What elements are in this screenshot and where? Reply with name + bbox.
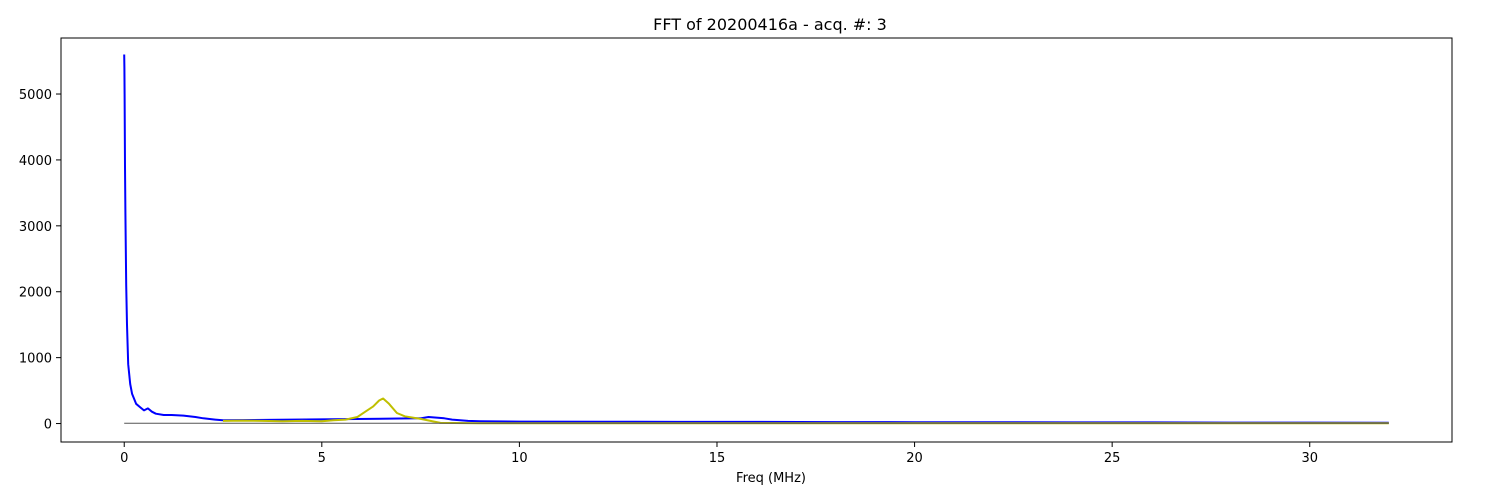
y-tick-label: 0 <box>44 418 52 433</box>
y-tick-label: 1000 <box>19 352 52 367</box>
x-tick-label: 5 <box>318 451 326 466</box>
x-tick-label: 20 <box>906 451 923 466</box>
x-tick-label: 25 <box>1104 451 1121 466</box>
y-tick-label: 2000 <box>19 286 52 301</box>
chart-title: FFT of 20200416a - acq. #: 3 <box>653 15 887 34</box>
x-tick-label: 15 <box>709 451 726 466</box>
series-line-1 <box>123 54 1389 424</box>
y-tick-label: 3000 <box>19 220 52 235</box>
x-tick-label: 0 <box>120 451 128 466</box>
y-axis: 0 1000 2000 3000 4000 5000 <box>19 88 61 433</box>
series-layer <box>123 54 1389 425</box>
y-tick-label: 5000 <box>19 88 52 103</box>
x-axis-label: Freq (MHz) <box>736 471 806 486</box>
plot-frame <box>60 37 1453 443</box>
y-tick-label: 4000 <box>19 154 52 169</box>
x-tick-label: 10 <box>511 451 528 466</box>
x-tick-label: 30 <box>1301 451 1318 466</box>
x-axis: 0 5 10 15 20 25 30 <box>120 442 1318 466</box>
